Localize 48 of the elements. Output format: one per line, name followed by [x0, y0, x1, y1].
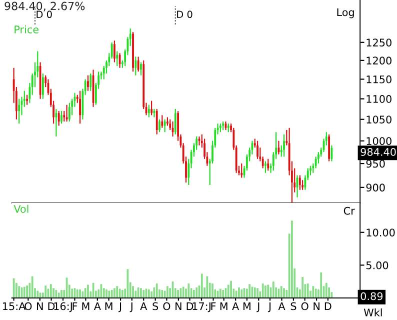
annotation: 984.40 — [360, 148, 396, 156]
x-tick-label: J — [256, 302, 260, 312]
x-tick-label: N — [314, 302, 320, 310]
y-tick-label: 10.00 — [366, 228, 395, 236]
x-tick-label: D — [48, 302, 55, 310]
ref-line-label: D 0 — [36, 10, 52, 18]
x-tick-label: N — [37, 302, 43, 310]
x-tick-label: M — [105, 302, 112, 310]
y-tick-label: 5.00 — [366, 261, 388, 270]
x-tick-label: J — [268, 302, 271, 312]
x-tick-label: A — [140, 302, 148, 310]
x-tick-label: A — [278, 302, 286, 310]
x-axis-title: Wkl — [364, 308, 382, 316]
ref-line-label: D 0 — [177, 10, 192, 18]
x-tick-label: D — [324, 302, 332, 310]
x-tick-label: J — [118, 302, 122, 312]
annotation: Log — [337, 8, 354, 18]
x-tick-label: M — [82, 302, 90, 310]
x-tick-label: M — [220, 302, 228, 310]
x-tick-label: D — [186, 302, 194, 310]
x-tick-label: J — [130, 302, 132, 312]
x-tick-label: S — [290, 302, 296, 310]
y-tick-label: 1150 — [366, 75, 392, 84]
y-tick-label: 1100 — [366, 95, 392, 103]
y-tick-label: 1250 — [366, 38, 392, 46]
y-tick-label: 1000 — [366, 137, 392, 146]
x-tick-label: A — [94, 302, 101, 310]
chart-title: 984.40, 2.67% — [4, 2, 85, 12]
x-tick-label: O — [24, 302, 32, 310]
x-tick-label: 15:A — [3, 302, 26, 310]
y-axis-title: Price — [14, 25, 39, 34]
x-tick-label: 16:J — [54, 302, 72, 312]
annotation: Cr — [344, 206, 355, 215]
y-tick-label: 950 — [366, 160, 385, 168]
y-tick-label: 1050 — [366, 116, 392, 124]
x-tick-label: N — [176, 302, 182, 310]
y-tick-label: 900 — [366, 184, 385, 192]
x-tick-label: O — [301, 302, 308, 310]
x-tick-label: A — [232, 302, 240, 310]
x-tick-label: F — [72, 302, 78, 310]
x-tick-label: O — [163, 302, 170, 310]
y-tick-label: 1200 — [366, 56, 392, 65]
annotation: 0.89 — [360, 292, 383, 300]
x-tick-label: S — [152, 302, 158, 310]
x-tick-label: F — [211, 302, 216, 310]
x-tick-label: 17:J — [192, 302, 210, 312]
y-axis-title: Vol — [14, 204, 28, 213]
x-tick-label: M — [243, 302, 250, 310]
